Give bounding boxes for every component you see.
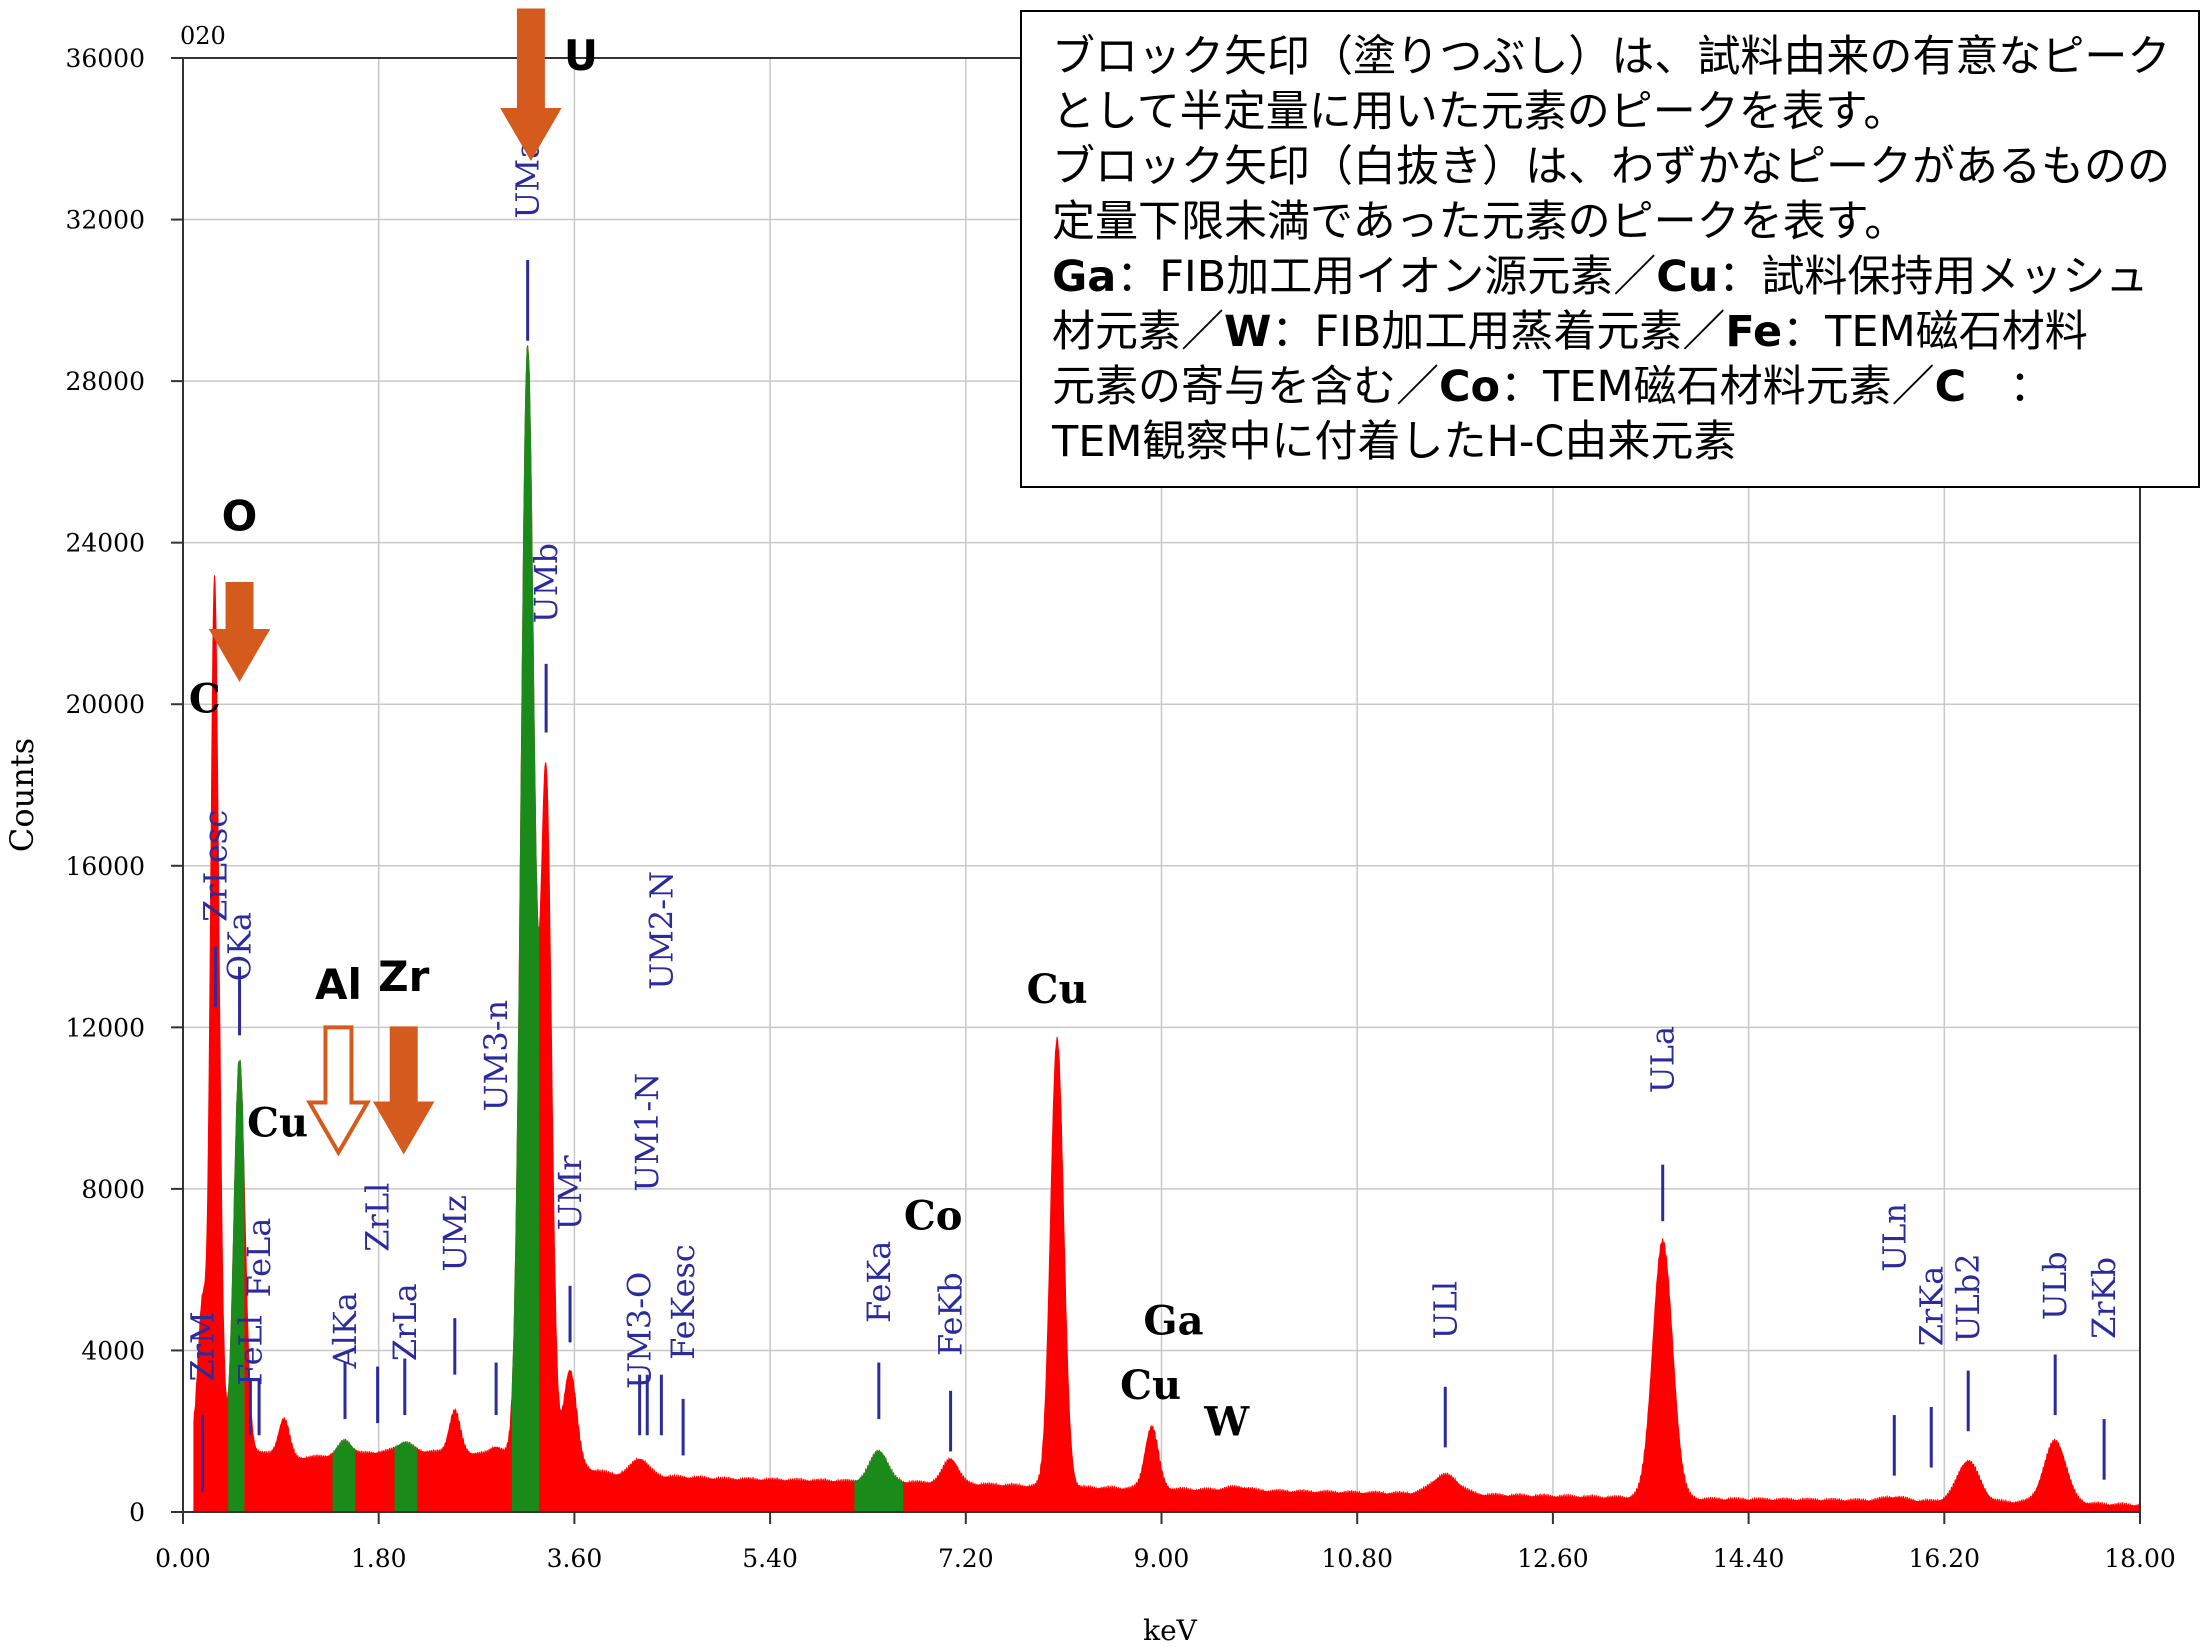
legend-w-desc: ：FIB加工用蒸着元素／ (1271, 307, 1726, 357)
x-tick-label: 1.80 (351, 1544, 407, 1573)
line-marker-label: FeLa (240, 1218, 278, 1298)
filled-block-arrow (372, 1026, 435, 1155)
element-labels: C Cu Cu Co Ga Cu W (189, 675, 1250, 1445)
y-axis-title: Counts (3, 738, 41, 852)
x-tick-label: 10.80 (1321, 1544, 1393, 1573)
legend-line6-pre: 材元素／ (1052, 307, 1224, 357)
line-marker-label: ULb (2036, 1251, 2074, 1320)
x-tick-label: 18.00 (2104, 1544, 2176, 1573)
y-tick-label: 16000 (65, 852, 145, 881)
legend-line7-pre: 元素の寄与を含む／ (1052, 362, 1439, 412)
element-label: Cu (1120, 1362, 1181, 1409)
legend-line-8: TEM観察中に付着したH-C由来元素 (1052, 417, 1737, 467)
line-marker-label: UMz (436, 1195, 474, 1272)
line-marker-label: UM3-O (621, 1272, 659, 1389)
x-tick-label: 12.60 (1517, 1544, 1589, 1573)
legend-line-1: ブロック矢印（塗りつぶし）は、試料由来の有意なピーク (1052, 32, 2171, 82)
selected-peak-region (228, 1059, 245, 1513)
legend-co-desc: ：TEM磁石材料元素／ (1500, 362, 1935, 412)
x-tick-label: 16.20 (1909, 1544, 1981, 1573)
legend-ga: Ga (1052, 252, 1117, 302)
element-label: C (189, 675, 221, 722)
element-label: Cu (247, 1099, 308, 1146)
y-tick-label: 12000 (65, 1013, 145, 1042)
line-marker-label: ZrM (184, 1311, 222, 1381)
line-marker-label: ULb2 (1949, 1253, 1987, 1342)
line-marker-label: ULl (1426, 1281, 1464, 1339)
arrow-element-label: U (564, 31, 598, 80)
selected-peak-region (394, 1441, 418, 1513)
line-marker-label: FeKa (860, 1241, 898, 1323)
line-marker-label: AlKa (326, 1292, 364, 1369)
legend-c-desc: ： (1966, 362, 2053, 412)
selected-peak-region (511, 345, 539, 1513)
y-tick-label: 28000 (65, 367, 145, 396)
hollow-block-arrow (306, 1025, 371, 1157)
element-arrows: U O Al Zr (208, 8, 598, 1157)
line-marker-label: ZrLl (359, 1183, 397, 1252)
selected-peak-region (332, 1438, 356, 1513)
legend-cu-desc: ：試料保持用メッシュ (1718, 252, 2149, 302)
y-tick-label: 8000 (81, 1175, 145, 1204)
legend-c: C (1934, 362, 1967, 412)
legend-fe-desc: ：TEM磁石材料 (1782, 307, 2088, 357)
legend-cu: Cu (1656, 252, 1719, 302)
x-tick-label: 9.00 (1134, 1544, 1190, 1573)
x-tick-label: 14.40 (1713, 1544, 1785, 1573)
x-tick-label: 3.60 (547, 1544, 603, 1573)
legend-line-6: 材元素／W：FIB加工用蒸着元素／Fe：TEM磁石材料 (1052, 305, 2184, 360)
legend-co: Co (1439, 362, 1501, 412)
line-marker-label: FeKesc (664, 1244, 702, 1360)
legend-line-5: Ga：FIB加工用イオン源元素／Cu：試料保持用メッシュ (1052, 250, 2184, 305)
arrow-element-label: Al (315, 960, 362, 1009)
line-marker-label: UMb (527, 543, 565, 623)
line-marker-label: ZrLesc (197, 810, 235, 922)
line-marker-label: ZrLa (386, 1283, 424, 1361)
selected-peak-region (854, 1449, 904, 1513)
x-tick-label: 5.40 (742, 1544, 798, 1573)
line-marker-label: UM2-N (642, 871, 680, 990)
y-tick-label: 32000 (65, 206, 145, 235)
legend-line-3: ブロック矢印（白抜き）は、わずかなピークがあるものの (1052, 142, 2170, 192)
x-tick-label: 0.00 (155, 1544, 211, 1573)
element-label: W (1203, 1398, 1250, 1445)
x-tick-label: 7.20 (938, 1544, 994, 1573)
legend-line-4: 定量下限未満であった元素のピークを表す。 (1052, 197, 1908, 247)
line-marker-label: ULa (1644, 1026, 1682, 1093)
legend-fe: Fe (1725, 307, 1783, 357)
line-marker-label: UM1-N (628, 1073, 666, 1192)
legend-line-2: として半定量に用いた元素のピークを表す。 (1052, 87, 1907, 137)
element-label: Ga (1143, 1297, 1203, 1344)
arrow-element-label: Zr (378, 952, 429, 1001)
line-marker-label: OKa (221, 912, 259, 981)
element-label: Co (904, 1192, 963, 1239)
line-marker-label: FeKb (932, 1272, 970, 1356)
line-marker-label: FeLl (231, 1315, 269, 1386)
filled-block-arrow (208, 582, 271, 682)
legend-ga-desc: ：FIB加工用イオン源元素／ (1116, 252, 1657, 302)
line-marker-label: UM3-n (477, 1000, 515, 1112)
filled-block-arrow (500, 8, 562, 161)
line-marker-label: ZrKb (2085, 1257, 2123, 1339)
line-marker-label: UMr (551, 1155, 589, 1231)
y-tick-label: 36000 (65, 44, 145, 73)
spectrum (193, 345, 2141, 1513)
x-axis-title: keV (1143, 1614, 1198, 1647)
legend-line-7: 元素の寄与を含む／Co：TEM磁石材料元素／C ： (1052, 360, 2184, 415)
y-tick-label: 24000 (65, 529, 145, 558)
line-marker-label: ULn (1875, 1203, 1913, 1272)
y-tick-label: 20000 (65, 690, 145, 719)
legend-w: W (1224, 307, 1272, 357)
annotation-legend-box: ブロック矢印（塗りつぶし）は、試料由来の有意なピーク として半定量に用いた元素の… (1020, 10, 2200, 488)
y-tick-label: 4000 (81, 1336, 145, 1365)
element-label: Cu (1027, 966, 1088, 1013)
panel-label: 020 (180, 22, 226, 50)
y-tick-label: 0 (129, 1498, 145, 1527)
arrow-element-label: O (222, 492, 258, 541)
line-marker-label: ZrKa (1912, 1266, 1950, 1347)
